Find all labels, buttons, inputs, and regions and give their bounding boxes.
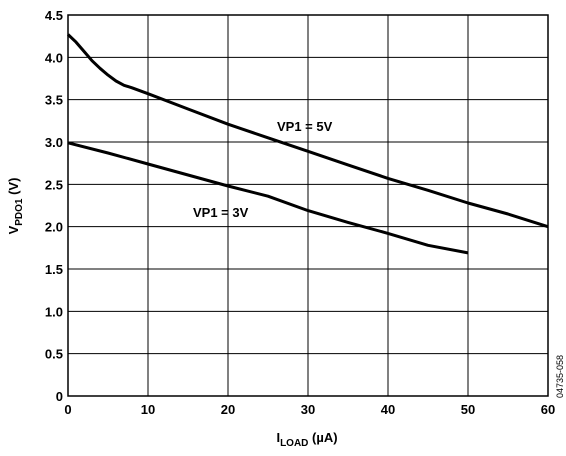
y-tick-label: 1.5	[45, 262, 63, 277]
series-line-0	[66, 33, 549, 229]
x-axis-label-unit: (µA)	[308, 430, 337, 445]
x-tick-label: 50	[461, 402, 475, 417]
series-line-1	[67, 141, 469, 255]
x-axis-label-sub: LOAD	[280, 438, 308, 449]
plot-frame	[67, 14, 549, 397]
y-tick-label: 4.0	[45, 50, 63, 65]
y-axis-label-unit: (V)	[6, 178, 21, 199]
y-tick-label: 3.5	[45, 93, 63, 108]
y-tick-label: 1.0	[45, 304, 63, 319]
x-tick-label: 10	[141, 402, 155, 417]
y-tick-label: 0	[56, 389, 63, 404]
y-axis-label-sub: PDO1	[14, 198, 25, 226]
x-tick-label: 20	[221, 402, 235, 417]
y-tick-labels: 0 0.5 1.0 1.5 2.0 2.5 3.0 3.5 4.0 4.5	[45, 8, 63, 404]
y-tick-label: 2.5	[45, 177, 63, 192]
y-tick-label: 3.0	[45, 135, 63, 150]
x-tick-label: 0	[64, 402, 71, 417]
y-tick-label: 0.5	[45, 347, 63, 362]
x-tick-label: 30	[301, 402, 315, 417]
grid	[68, 15, 548, 396]
annotation-vp1-3v: VP1 = 3V	[193, 205, 249, 220]
x-tick-label: 60	[541, 402, 555, 417]
series-lines	[66, 33, 549, 255]
x-axis-label-main: I	[276, 430, 280, 445]
y-axis-label: VPDO1 (V)	[6, 178, 25, 235]
y-axis-label-main: V	[6, 225, 21, 234]
figure-code: 04735-058	[555, 355, 565, 398]
x-tick-label: 40	[381, 402, 395, 417]
annotation-vp1-5v: VP1 = 5V	[277, 119, 333, 134]
x-axis-label: ILOAD (µA)	[276, 430, 337, 449]
y-tick-label: 2.0	[45, 220, 63, 235]
x-tick-labels: 0 10 20 30 40 50 60	[64, 402, 555, 417]
y-tick-label: 4.5	[45, 8, 63, 23]
